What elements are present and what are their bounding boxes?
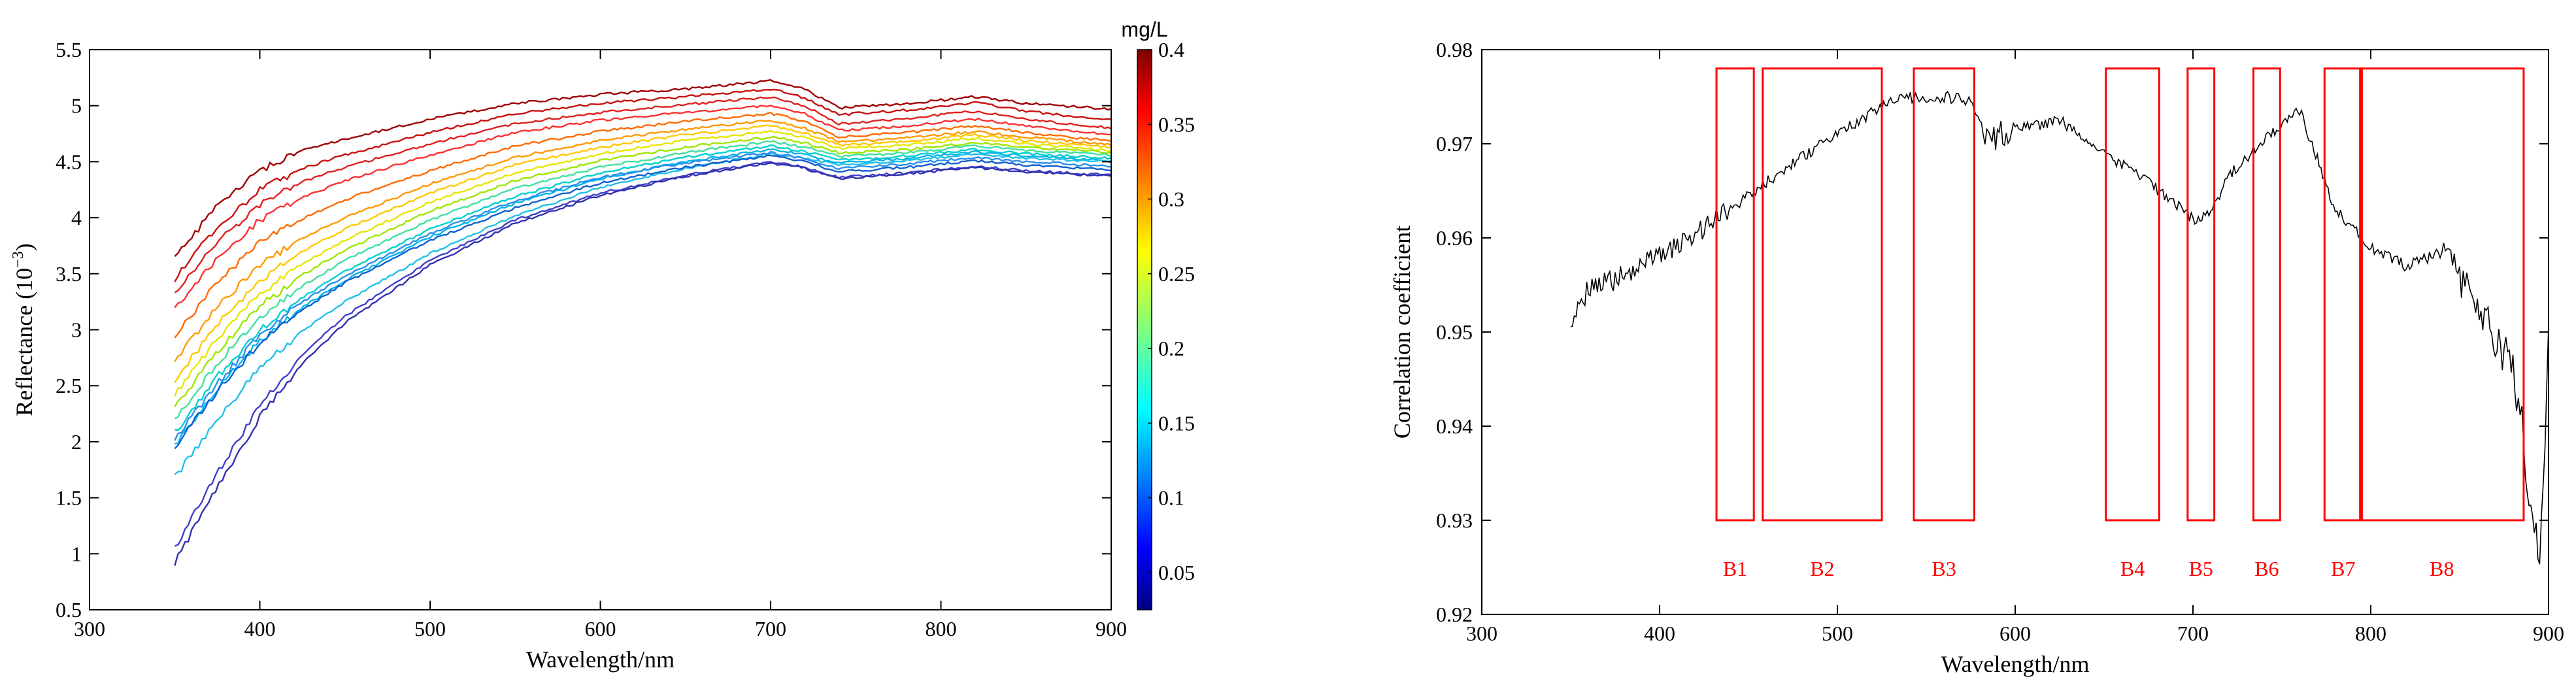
left-y-tick-label: 5 bbox=[71, 94, 82, 118]
right-y-tick-label: 0.98 bbox=[1436, 38, 1473, 61]
band-b4-label: B4 bbox=[2120, 557, 2145, 580]
correlation-line bbox=[1570, 91, 2549, 565]
band-b4-box bbox=[2105, 67, 2160, 522]
left-x-tick-label: 300 bbox=[74, 617, 105, 641]
left-series-line-6 bbox=[174, 124, 1112, 383]
left-y-axis-label-text: Reflectance (10 bbox=[11, 268, 37, 416]
band-b2-box bbox=[1762, 67, 1883, 522]
right-y-tick-label: 0.97 bbox=[1436, 132, 1473, 156]
colorbar-tick-label: 0.4 bbox=[1158, 38, 1184, 61]
right-y-tick-label: 0.92 bbox=[1436, 603, 1473, 626]
left-x-tick-label: 500 bbox=[414, 617, 446, 641]
left-x-axis-label: Wavelength/nm bbox=[526, 646, 675, 673]
left-series-line-4 bbox=[174, 111, 1112, 339]
colorbar-tick-label: 0.3 bbox=[1158, 188, 1184, 211]
left-y-axis-label-close: ) bbox=[11, 243, 37, 251]
right-x-tick-label: 600 bbox=[1999, 622, 2031, 645]
left-y-tick-label: 0.5 bbox=[56, 598, 82, 622]
right-chart: B1 B2 B3 B4 B5 B6 B7 B8 300 400 500 600 700 800 900 0.9… bbox=[1389, 38, 2564, 677]
right-x-tick-label: 700 bbox=[2177, 622, 2209, 645]
band-b3-box bbox=[1913, 67, 1975, 522]
left-series-line-3 bbox=[174, 105, 1112, 308]
band-b7-box bbox=[2323, 67, 2363, 522]
band-b8-box bbox=[2359, 67, 2525, 522]
left-y-tick-label: 2 bbox=[71, 430, 82, 454]
right-y-axis-label: Correlation coefficient bbox=[1389, 225, 1415, 439]
left-series-line-13 bbox=[174, 150, 1112, 441]
left-series-line-1 bbox=[174, 88, 1112, 282]
band-b5-label: B5 bbox=[2189, 557, 2213, 580]
left-y-tick-label: 1.5 bbox=[56, 486, 82, 510]
left-y-tick-label: 3 bbox=[71, 318, 82, 342]
left-y-tick-label: 1 bbox=[71, 542, 82, 565]
band-b8-label: B8 bbox=[2430, 557, 2454, 580]
band-b1-box bbox=[1715, 67, 1755, 522]
right-x-tick-label: 800 bbox=[2355, 622, 2386, 645]
left-series-line-10 bbox=[175, 144, 1112, 431]
left-x-tick-label: 700 bbox=[755, 617, 786, 641]
right-x-tick-label: 400 bbox=[1644, 622, 1675, 645]
left-series-line-12 bbox=[174, 152, 1112, 475]
right-plot-area bbox=[1482, 50, 2549, 614]
colorbar bbox=[1137, 49, 1152, 610]
band-b7-label: B7 bbox=[2331, 557, 2355, 580]
left-x-tick-label: 900 bbox=[1096, 617, 1127, 641]
right-x-tick-label: 300 bbox=[1466, 622, 1497, 645]
band-b2-label: B2 bbox=[1810, 557, 1834, 580]
right-x-axis-label: Wavelength/nm bbox=[1941, 651, 2089, 677]
left-series-line-14 bbox=[174, 154, 1112, 450]
left-y-axis-label: Reflectance (10−3) bbox=[10, 243, 37, 416]
left-series-line-0 bbox=[174, 79, 1112, 257]
colorbar-tick-label: 0.35 bbox=[1158, 112, 1195, 136]
colorbar-tick-label: 0.1 bbox=[1158, 486, 1184, 510]
left-y-tick-label: 4 bbox=[71, 206, 82, 229]
left-y-tick-label: 2.5 bbox=[56, 374, 82, 397]
right-y-tick-label: 0.95 bbox=[1436, 320, 1473, 344]
left-series-line-9 bbox=[174, 140, 1112, 420]
band-b3-label: B3 bbox=[1932, 557, 1956, 580]
left-y-tick-label: 4.5 bbox=[56, 150, 82, 173]
colorbar-tick-label: 0.2 bbox=[1158, 337, 1184, 360]
colorbar-tick-label: 0.25 bbox=[1158, 262, 1195, 286]
left-x-tick-label: 400 bbox=[244, 617, 276, 641]
left-series-group bbox=[174, 79, 1112, 566]
band-b6-box bbox=[2252, 67, 2281, 522]
left-x-tick-label: 600 bbox=[585, 617, 616, 641]
left-chart: 300 400 500 600 700 800 900 0.5 1 1.5 2 2.5 3 3.5 4 4.5… bbox=[10, 18, 1195, 673]
right-y-tick-label: 0.93 bbox=[1436, 508, 1473, 532]
left-y-axis-label-exponent: −3 bbox=[10, 251, 27, 268]
left-series-line-8 bbox=[174, 135, 1112, 407]
left-plot-area bbox=[90, 50, 1111, 610]
left-series-line-5 bbox=[174, 120, 1112, 362]
colorbar-label: mg/L bbox=[1121, 18, 1167, 41]
band-b6-label: B6 bbox=[2254, 557, 2279, 580]
right-y-tick-label: 0.96 bbox=[1436, 226, 1473, 250]
left-y-tick-label: 5.5 bbox=[56, 38, 82, 61]
left-series-line-2 bbox=[174, 96, 1112, 293]
colorbar-tick-label: 0.15 bbox=[1158, 411, 1195, 435]
left-series-line-7 bbox=[174, 129, 1112, 397]
left-series-line-16 bbox=[174, 162, 1112, 566]
right-x-tick-label: 900 bbox=[2533, 622, 2564, 645]
left-x-tick-label: 800 bbox=[926, 617, 957, 641]
right-x-tick-label: 500 bbox=[1822, 622, 1853, 645]
left-y-tick-label: 3.5 bbox=[56, 262, 82, 286]
band-b1-label: B1 bbox=[1723, 557, 1747, 580]
colorbar-tick-label: 0.05 bbox=[1158, 561, 1195, 584]
right-y-tick-label: 0.94 bbox=[1436, 414, 1473, 438]
band-b5-box bbox=[2186, 67, 2216, 522]
